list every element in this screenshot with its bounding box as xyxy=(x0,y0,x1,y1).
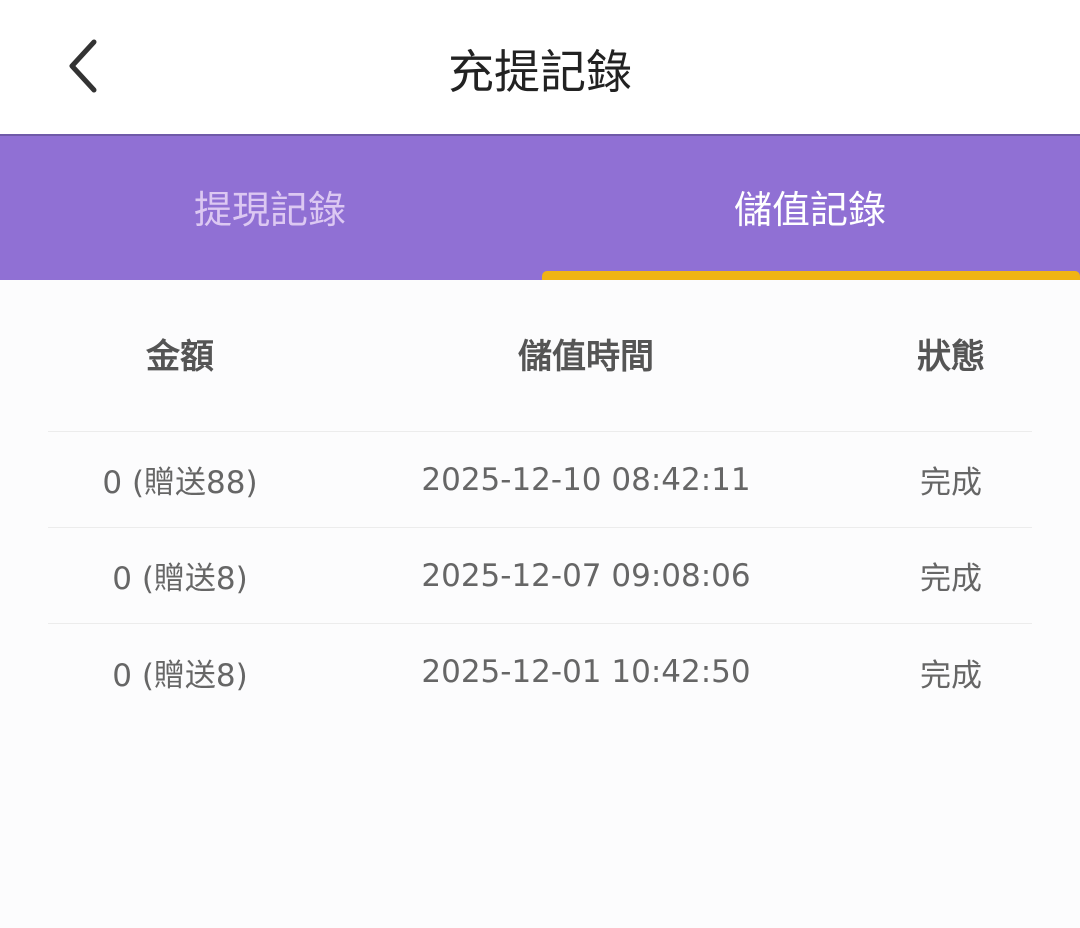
cell-amount: 0 (贈送8) xyxy=(112,657,248,694)
table-row: 0 (贈送8) 2025-12-01 10:42:50 完成 xyxy=(48,624,1032,720)
cell-time: 2025-12-01 10:42:50 xyxy=(421,654,751,690)
header-amount: 金額 xyxy=(146,337,214,377)
tab-bar: 提現記錄 儲值記錄 xyxy=(0,136,1080,280)
table-row: 0 (贈送88) 2025-12-10 08:42:11 完成 xyxy=(48,432,1032,528)
tab-deposit-records[interactable]: 儲值記錄 xyxy=(540,136,1080,280)
header-status: 狀態 xyxy=(917,337,985,377)
records-table: 金額 儲值時間 狀態 0 (贈送88) 2025-12-10 08:42:11 … xyxy=(48,280,1032,720)
header: 充提記錄 xyxy=(0,0,1080,136)
cell-status: 完成 xyxy=(920,561,982,597)
page-title: 充提記錄 xyxy=(448,45,632,99)
header-time: 儲值時間 xyxy=(518,337,654,377)
cell-time: 2025-12-10 08:42:11 xyxy=(421,461,751,498)
cell-time: 2025-12-07 09:08:06 xyxy=(421,557,751,594)
chevron-left-icon xyxy=(69,39,97,93)
tab-withdrawal-records[interactable]: 提現記錄 xyxy=(193,187,346,232)
cell-status: 完成 xyxy=(920,465,982,501)
cell-amount: 0 (贈送8) xyxy=(112,561,248,597)
table-row: 0 (贈送8) 2025-12-07 09:08:06 完成 xyxy=(48,528,1032,624)
back-button[interactable] xyxy=(62,36,112,96)
table-header: 金額 儲值時間 狀態 xyxy=(48,280,1032,432)
cell-amount: 0 (贈送88) xyxy=(102,465,258,501)
cell-status: 完成 xyxy=(920,657,982,694)
